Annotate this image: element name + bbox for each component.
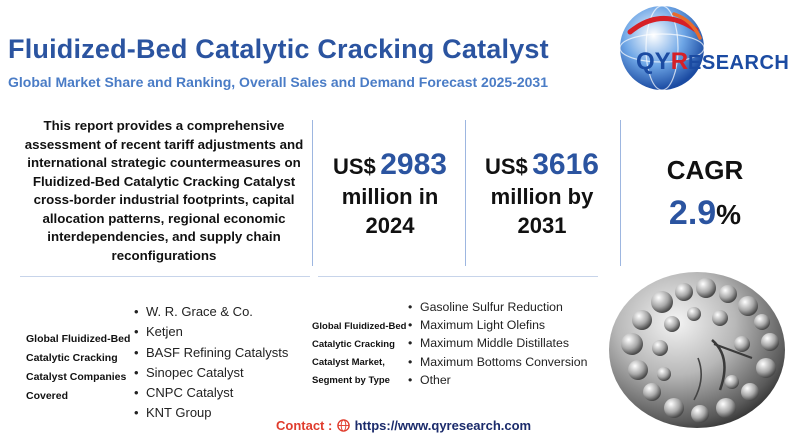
logo-esearch: ESEARCH <box>688 52 790 74</box>
contact-url-link[interactable]: https://www.qyresearch.com <box>354 418 532 433</box>
market-value-2024: 2983 <box>380 148 447 181</box>
market-unit-2024: million in <box>341 184 439 209</box>
list-item: Maximum Middle Distillates <box>408 334 608 352</box>
contact-label: Contact : <box>276 418 333 433</box>
cagr-block: CAGR 2.9% <box>640 155 770 233</box>
logo-text: QYRESEARCH <box>636 48 789 76</box>
companies-label: Global Fluidized-Bed Catalytic Cracking … <box>26 333 131 402</box>
currency-label: US$ <box>485 154 528 179</box>
list-item: Gasoline Sulfur Reduction <box>408 298 608 316</box>
list-item: Maximum Light Olefins <box>408 316 608 334</box>
segments-list: Gasoline Sulfur Reduction Maximum Light … <box>408 298 608 389</box>
contact-line: Contact : https://www.qyresearch.com <box>276 418 576 433</box>
logo-qy: QY <box>636 48 671 75</box>
globe-link-icon <box>337 419 350 432</box>
list-item: BASF Refining Catalysts <box>134 343 304 364</box>
market-size-2024: US$ 2983 million in 2024 <box>318 148 462 240</box>
cagr-value: 2.9 <box>668 194 717 232</box>
section-divider-right <box>318 276 598 277</box>
report-description: This report provides a comprehensive ass… <box>24 118 304 263</box>
list-item: KNT Group <box>134 403 304 424</box>
companies-list: W. R. Grace & Co. Ketjen BASF Refining C… <box>134 302 304 424</box>
currency-label: US$ <box>333 154 376 179</box>
qyresearch-logo: QYRESEARCH <box>606 0 800 110</box>
cagr-unit: % <box>716 199 742 230</box>
segments-label: Global Fluidized-Bed Catalytic Cracking … <box>312 321 407 386</box>
divider-3 <box>620 120 621 266</box>
divider-1 <box>312 120 313 266</box>
list-item: Ketjen <box>134 322 304 343</box>
section-divider-left <box>20 276 310 277</box>
logo-r: R <box>670 48 689 75</box>
market-value-2031: 3616 <box>532 148 599 181</box>
page-title: Fluidized-Bed Catalytic Cracking Catalys… <box>8 34 549 64</box>
list-item: CNPC Catalyst <box>134 383 304 404</box>
catalyst-particle-image <box>609 272 785 428</box>
list-item: Maximum Bottoms Conversion <box>408 353 608 371</box>
list-item: W. R. Grace & Co. <box>134 302 304 323</box>
divider-2 <box>465 120 466 266</box>
market-unit-2031: million by <box>490 184 594 209</box>
market-year-2024: 2024 <box>365 213 415 238</box>
list-item: Other <box>408 371 608 389</box>
market-year-2031: 2031 <box>517 213 567 238</box>
page-subtitle: Global Market Share and Ranking, Overall… <box>8 74 548 90</box>
market-size-2031: US$ 3616 million by 2031 <box>470 148 614 240</box>
cagr-label: CAGR <box>666 155 744 185</box>
list-item: Sinopec Catalyst <box>134 363 304 384</box>
globe-icon <box>619 5 705 91</box>
